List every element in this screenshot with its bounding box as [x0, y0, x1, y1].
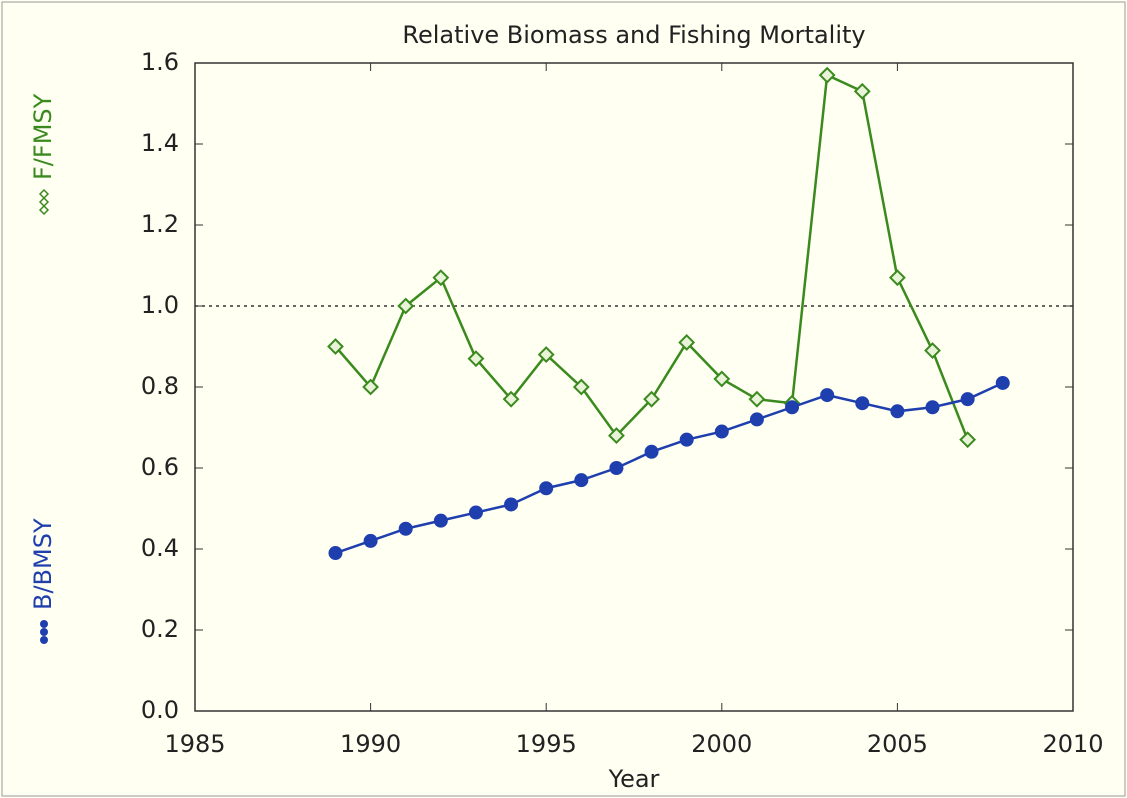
marker — [748, 390, 766, 408]
legend-marker — [40, 620, 48, 628]
y-tick-label: 0.4 — [141, 534, 179, 562]
chart-title: Relative Biomass and Fishing Mortality — [402, 21, 865, 49]
marker — [924, 342, 941, 359]
y-tick-label: 1.0 — [141, 291, 179, 319]
y-tick-label: 0.6 — [141, 453, 179, 481]
marker — [855, 396, 870, 411]
y-tick-label: 0.2 — [141, 615, 179, 643]
marker — [960, 392, 975, 407]
marker — [925, 400, 940, 415]
legend-entry: B/BMSY — [29, 518, 57, 644]
marker — [574, 473, 589, 488]
x-tick-label: 1990 — [340, 730, 401, 758]
x-axis-label: Year — [608, 765, 660, 793]
marker — [643, 390, 660, 408]
legend-marker — [40, 636, 48, 644]
marker — [502, 390, 520, 408]
marker — [818, 66, 836, 84]
x-tick-label: 2000 — [691, 730, 752, 758]
y-tick-label: 1.2 — [141, 210, 179, 238]
marker — [678, 334, 696, 351]
legend-marker — [38, 204, 50, 216]
marker — [327, 338, 344, 355]
marker — [432, 269, 450, 287]
marker — [785, 400, 800, 415]
x-tick-label: 1985 — [164, 730, 225, 758]
marker — [888, 269, 906, 287]
marker — [467, 350, 485, 368]
marker — [820, 388, 835, 403]
marker — [713, 370, 731, 388]
legend-label: B/BMSY — [29, 518, 57, 610]
marker — [468, 505, 483, 520]
x-tick-label: 2005 — [867, 730, 928, 758]
marker — [539, 481, 554, 496]
legend-entry: F/FMSY — [29, 93, 57, 216]
marker — [362, 378, 380, 396]
marker — [608, 427, 625, 445]
marker — [995, 375, 1010, 390]
marker — [644, 444, 659, 459]
marker — [504, 497, 519, 512]
y-tick-label: 1.6 — [141, 48, 179, 76]
marker — [959, 431, 977, 449]
marker — [572, 378, 590, 396]
marker — [433, 513, 448, 528]
y-tick-label: 0.8 — [141, 372, 179, 400]
marker — [890, 404, 905, 419]
marker — [363, 533, 378, 548]
marker — [714, 424, 729, 439]
x-tick-label: 2010 — [1042, 730, 1103, 758]
marker — [679, 432, 694, 447]
marker — [397, 297, 415, 315]
marker — [609, 461, 624, 475]
marker — [537, 346, 555, 364]
legend-marker — [38, 188, 50, 200]
x-tick-label: 1995 — [516, 730, 577, 758]
legend-marker — [40, 628, 48, 636]
y-tick-label: 1.4 — [141, 129, 179, 157]
marker — [853, 82, 871, 100]
marker — [328, 546, 343, 561]
legend-label: F/FMSY — [29, 93, 57, 180]
legend-marker — [38, 196, 50, 208]
marker — [749, 412, 764, 427]
marker — [398, 521, 413, 536]
y-tick-label: 0.0 — [141, 696, 179, 724]
